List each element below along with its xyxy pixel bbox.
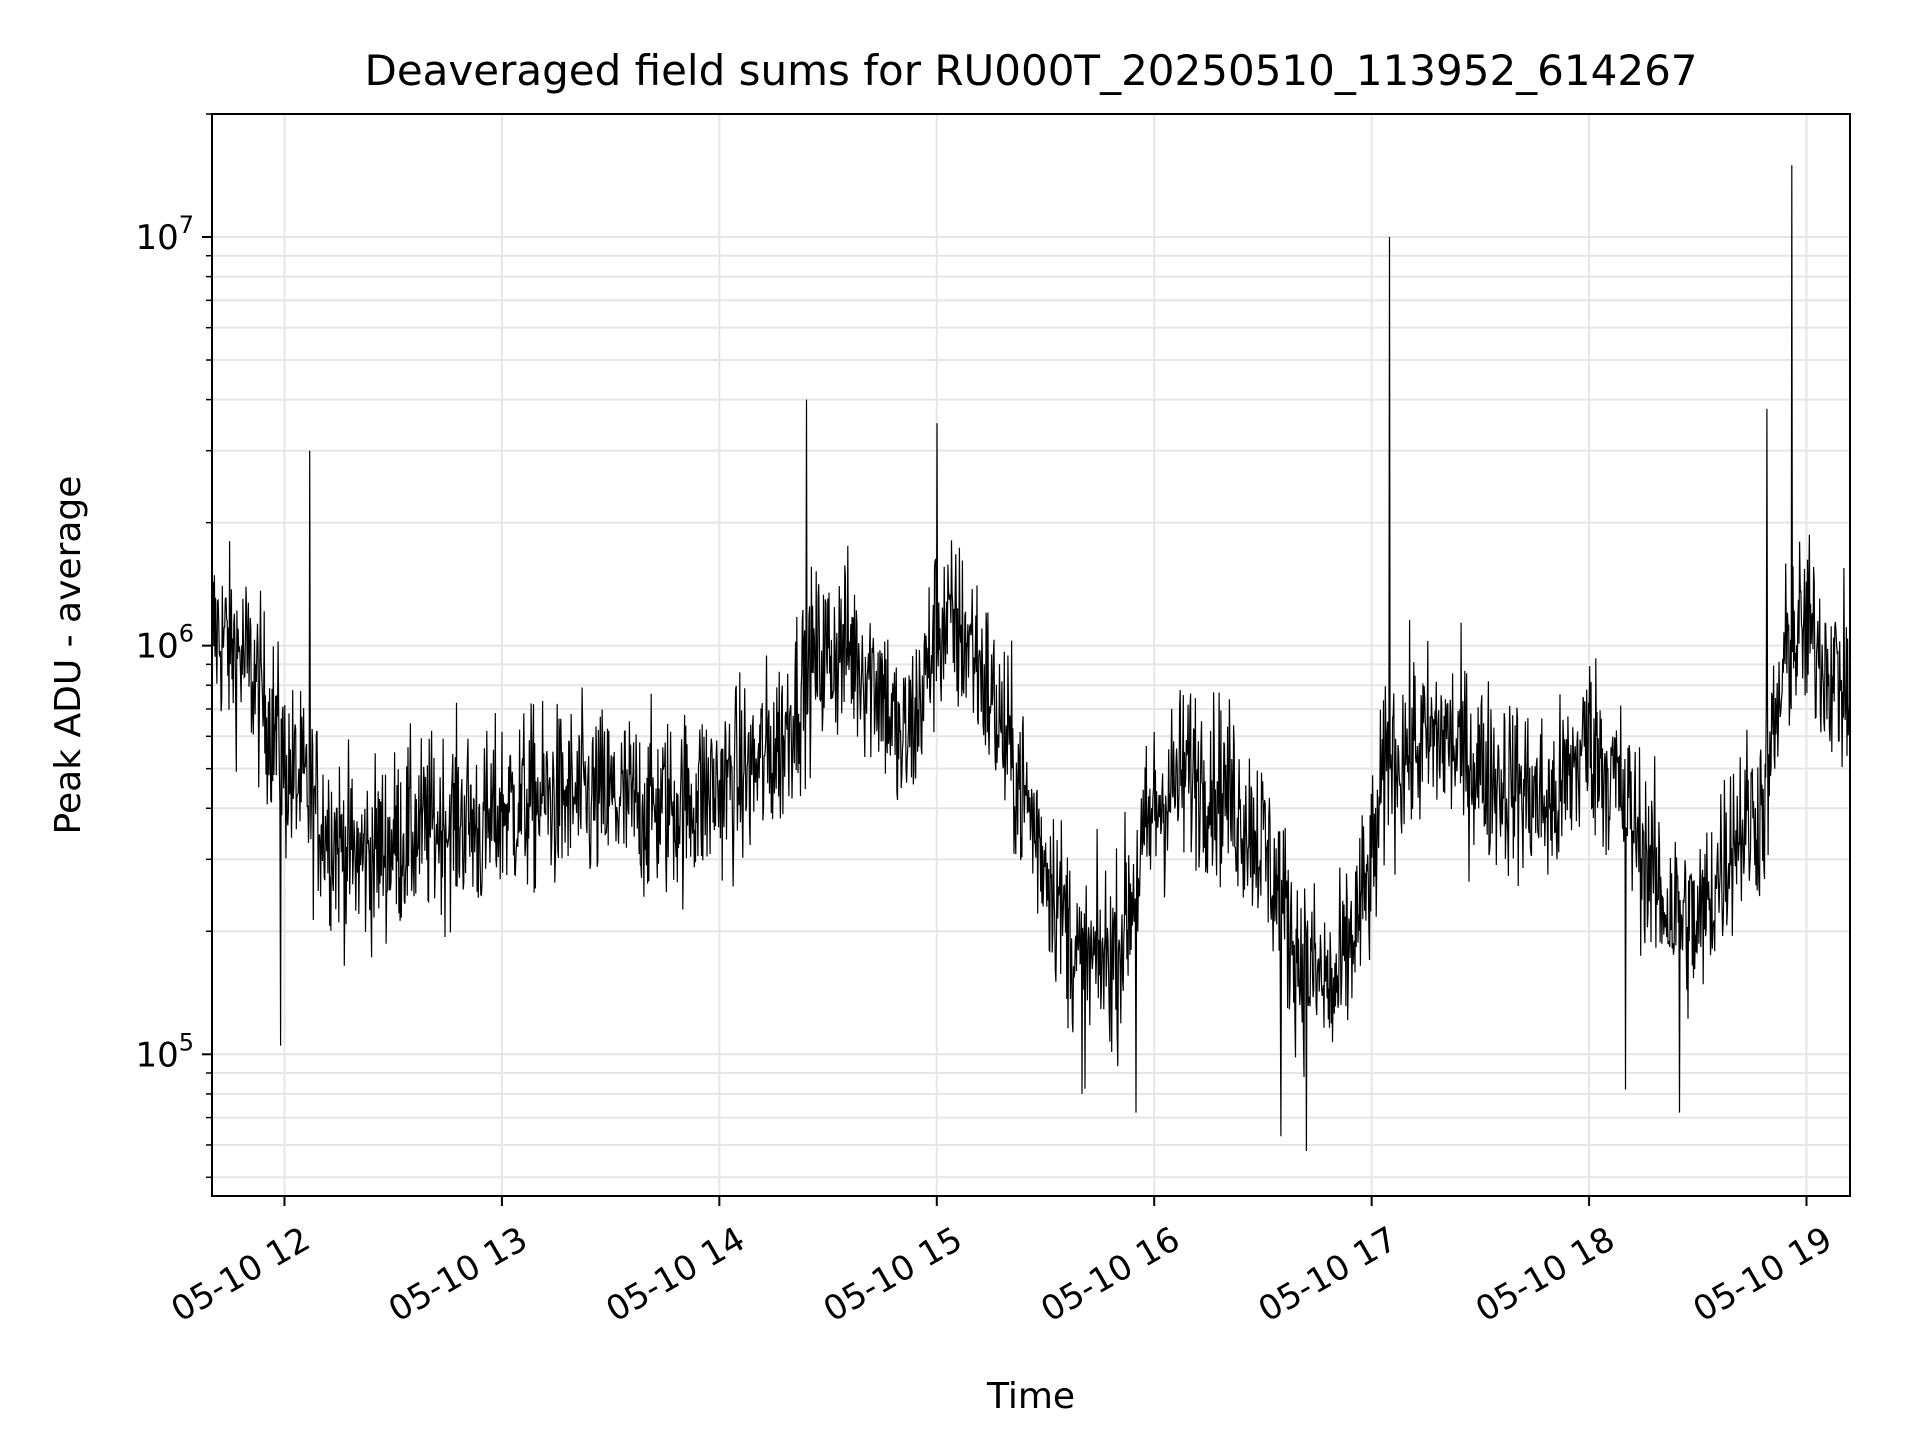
plot-frame [211, 113, 1851, 1197]
y-tick-exponent: 5 [179, 1028, 194, 1056]
y-tick-exponent: 6 [179, 620, 194, 648]
y-tick-label: 107 [135, 211, 194, 258]
x-axis-label: Time [986, 1376, 1075, 1417]
y-axis-label: Peak ADU - average [48, 476, 89, 835]
y-tick-base: 10 [135, 627, 178, 667]
y-tick-base: 10 [135, 1035, 178, 1075]
series-layer [211, 165, 1851, 1152]
y-tick-label: 105 [135, 1028, 194, 1075]
y-tick-exponent: 7 [179, 211, 194, 239]
y-tick-base: 10 [135, 218, 178, 258]
series-line [211, 165, 1851, 1152]
chart-title: Deaveraged field sums for RU000T_2025051… [364, 46, 1697, 95]
y-tick-label: 106 [135, 620, 194, 667]
